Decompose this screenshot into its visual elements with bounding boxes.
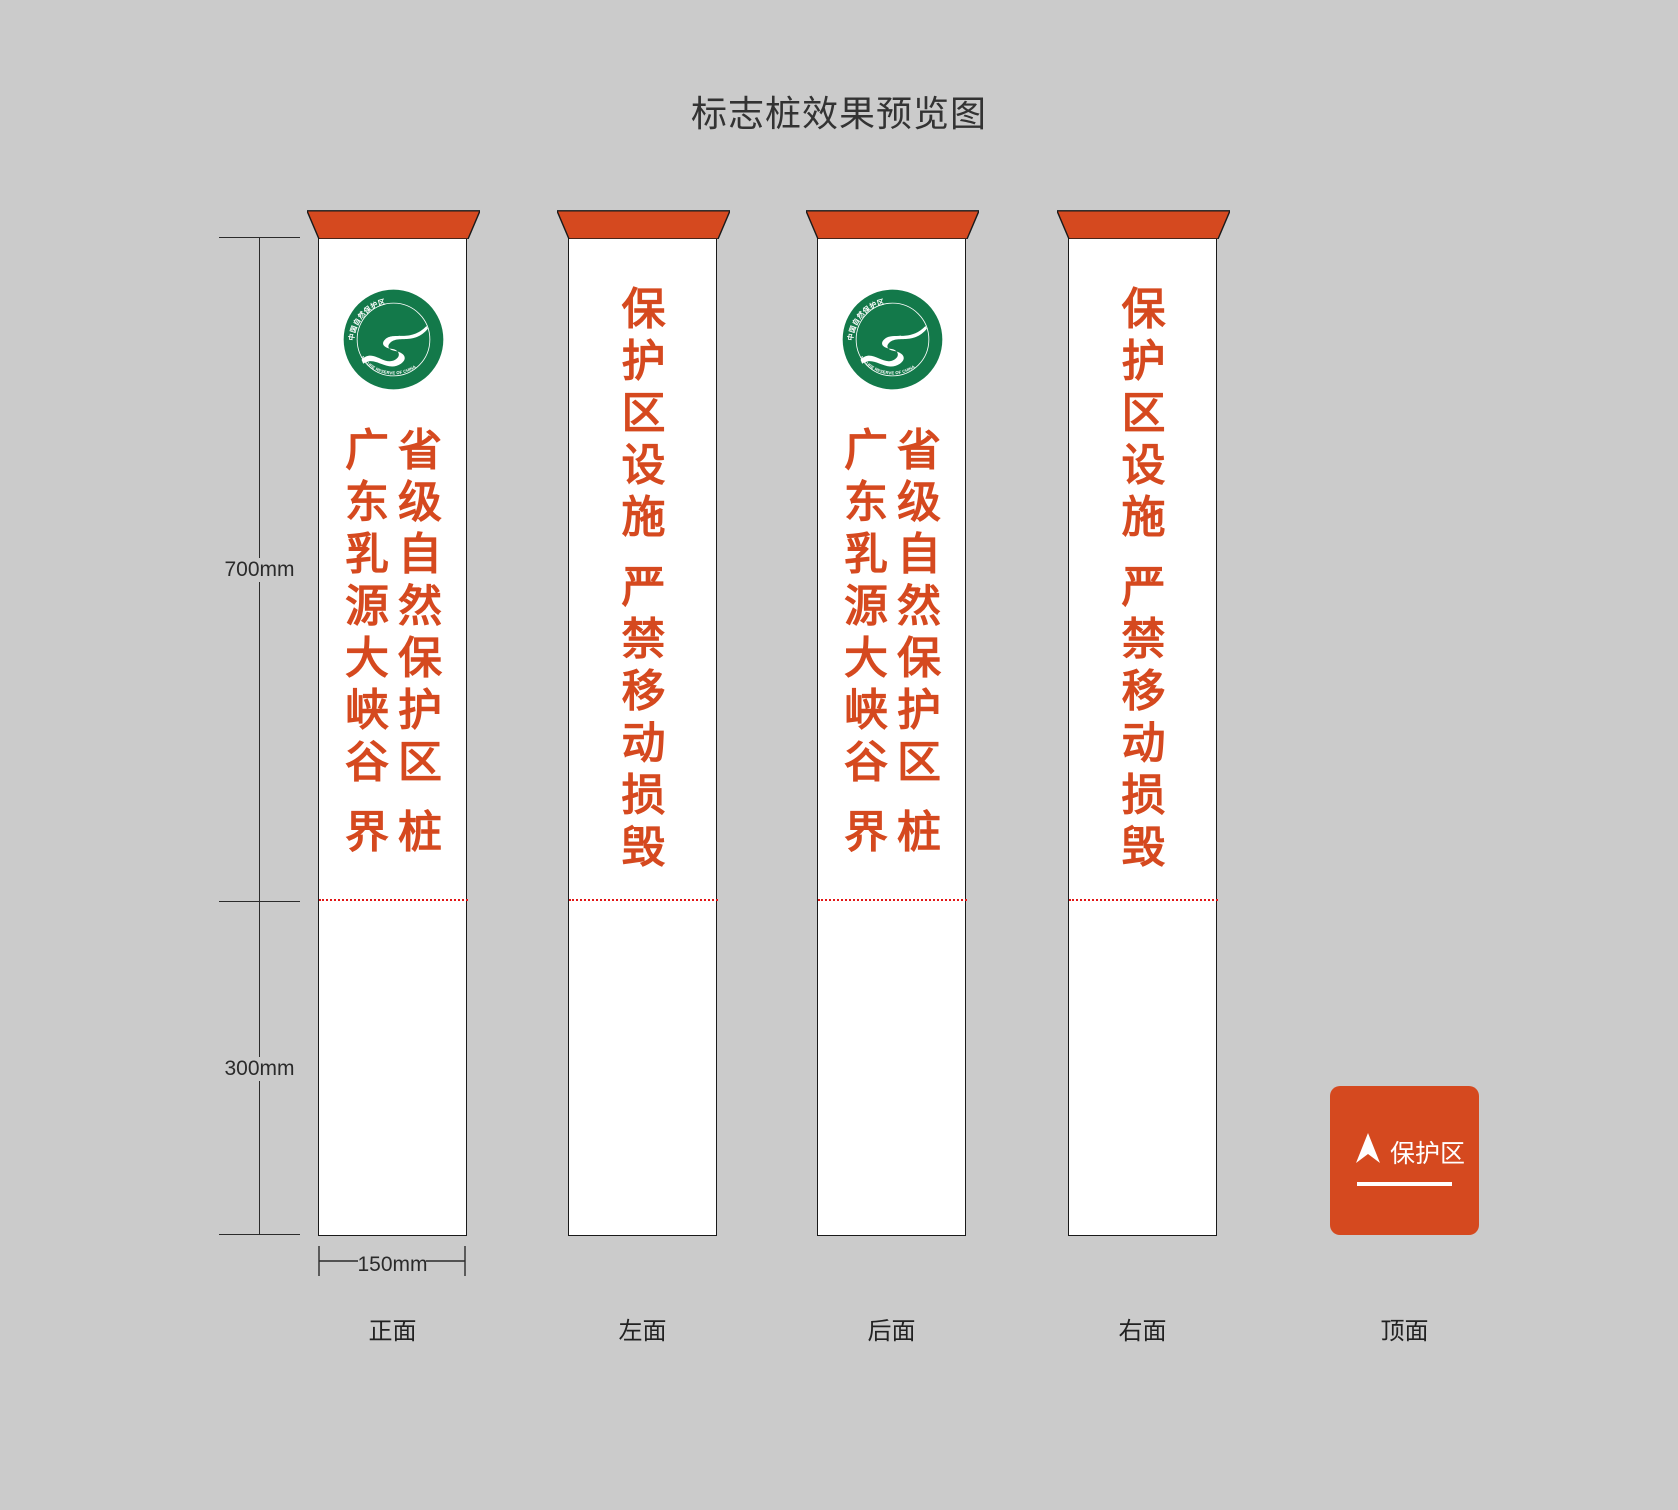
svg-text:保护区: 保护区 — [1390, 1140, 1465, 1168]
